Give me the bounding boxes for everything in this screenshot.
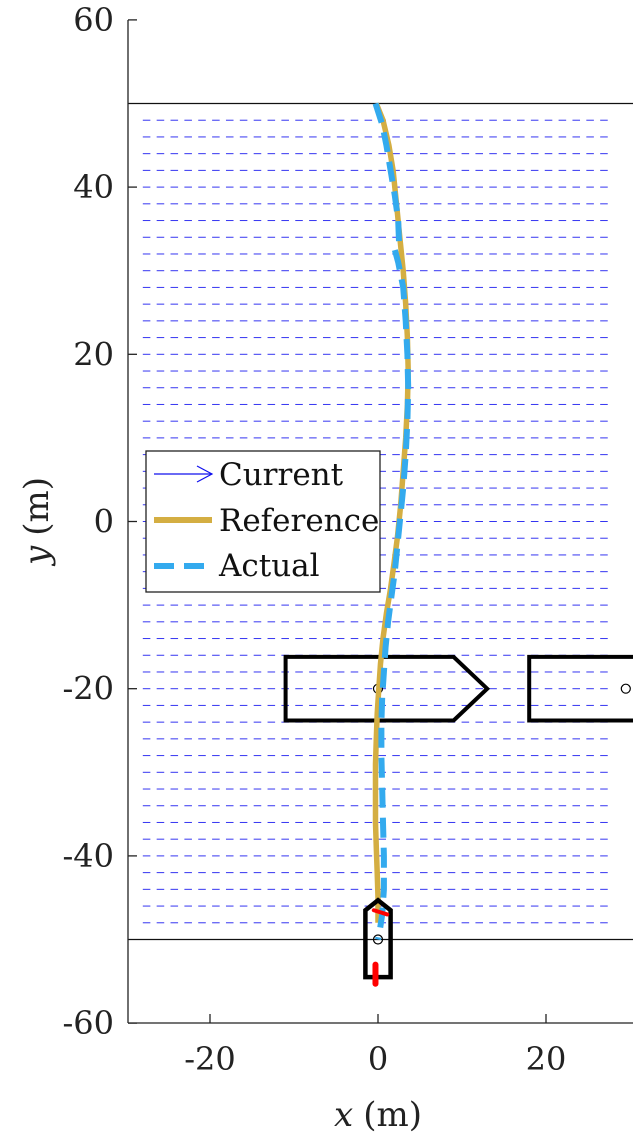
axis-ticks: -20 0 20 60 40 20 0 -20 -40 -60 — [62, 1, 566, 1078]
legend-entry-current: Current — [154, 457, 344, 493]
legend-entry-actual: Actual — [154, 548, 320, 584]
current-vector-field — [142, 119, 608, 924]
x-axis-unit: (m) — [363, 1095, 422, 1135]
legend-arrowhead-icon — [196, 465, 214, 483]
own-ship-center — [372, 934, 384, 945]
bow-thrust-marker — [371, 908, 390, 917]
y-tick-label: 20 — [73, 335, 114, 373]
legend: Current Reference Actual — [145, 450, 381, 593]
obstacle-ship-1 — [283, 654, 491, 723]
series-line-actual — [372, 102, 412, 941]
x-axis-var: x — [334, 1095, 353, 1135]
own-ship — [363, 897, 393, 987]
legend-label-actual: Actual — [218, 548, 320, 584]
svg-text:x(m): x (m) — [334, 1095, 422, 1135]
x-tick-label: 20 — [526, 1040, 567, 1078]
y-axis-unit: (m) — [17, 477, 57, 536]
own-ship-hull — [363, 897, 393, 980]
legend-label-reference: Reference — [219, 503, 379, 539]
x-axis-label: x (m) — [334, 1095, 422, 1135]
legend-label-current: Current — [219, 457, 344, 493]
obstacle-center-2 — [620, 683, 631, 694]
y-tick-label: 40 — [73, 168, 114, 206]
y-axis-label: y (m) — [17, 477, 57, 567]
trajectory-series — [372, 102, 412, 941]
y-tick-label: 60 — [73, 1, 114, 39]
y-axis-var: y — [17, 545, 57, 567]
svg-text:y(m): y (m) — [17, 477, 57, 567]
y-tick-label: 0 — [94, 503, 114, 541]
obstacle-ship-2 — [527, 654, 633, 723]
y-tick-label: -60 — [62, 1004, 114, 1042]
x-tick-label: -20 — [184, 1040, 236, 1078]
y-tick-label: -40 — [62, 837, 114, 875]
x-tick-label: 0 — [368, 1040, 388, 1078]
y-tick-label: -20 — [62, 670, 114, 708]
legend-entry-reference: Reference — [154, 503, 379, 539]
